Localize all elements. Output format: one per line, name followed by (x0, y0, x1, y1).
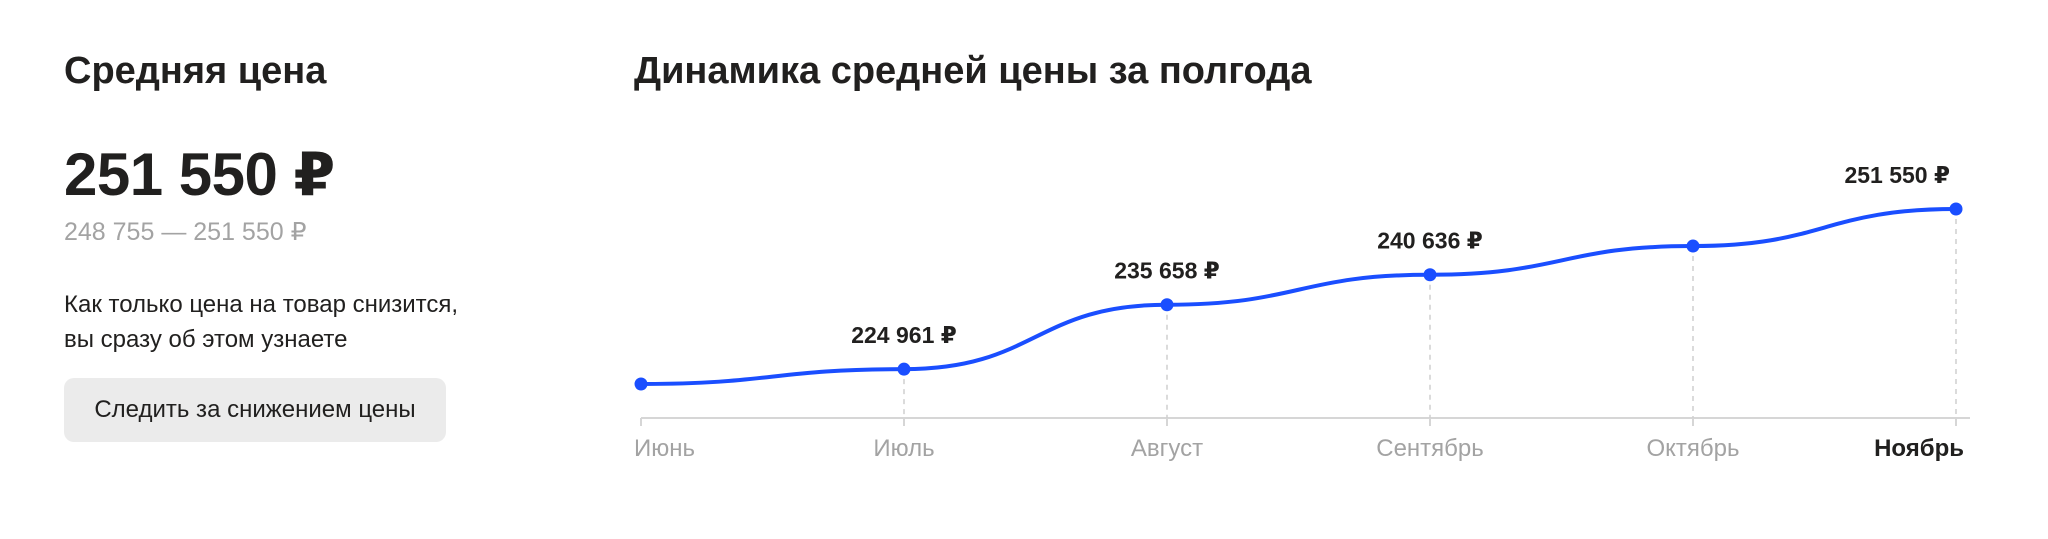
notify-description: Как только цена на товар снизится, вы ср… (64, 287, 544, 357)
value-label: 240 636 ₽ (1377, 228, 1483, 254)
data-point (1949, 202, 1963, 216)
summary-title: Средняя цена (64, 50, 327, 92)
price-line (639, 207, 1958, 386)
x-tick-label: Июнь (634, 435, 695, 462)
data-point (897, 362, 911, 376)
value-label: 235 658 ₽ (1114, 258, 1220, 284)
data-point (634, 377, 648, 391)
price-range: 248 755 — 251 550 ₽ (64, 218, 307, 246)
data-point (1686, 239, 1700, 253)
data-point (1160, 298, 1174, 312)
x-tick-label: Ноябрь (1874, 435, 1964, 462)
average-price: 251 550 ₽ (64, 141, 335, 208)
x-tick-label: Сентябрь (1376, 435, 1484, 462)
notify-line-1: Как только цена на товар снизится, (64, 291, 459, 318)
x-tick-label: Август (1131, 435, 1203, 462)
data-point (1423, 268, 1437, 282)
notify-line-2: вы сразу об этом узнаете (64, 326, 348, 353)
chart-title: Динамика средней цены за полгода (634, 50, 1312, 92)
value-label: 224 961 ₽ (851, 322, 957, 348)
x-tick-label: Июль (873, 435, 934, 462)
follow-price-drop-button[interactable]: Следить за снижением цены (64, 378, 446, 442)
x-tick-label: Октябрь (1646, 435, 1739, 462)
value-label: 251 550 ₽ (1844, 162, 1950, 188)
